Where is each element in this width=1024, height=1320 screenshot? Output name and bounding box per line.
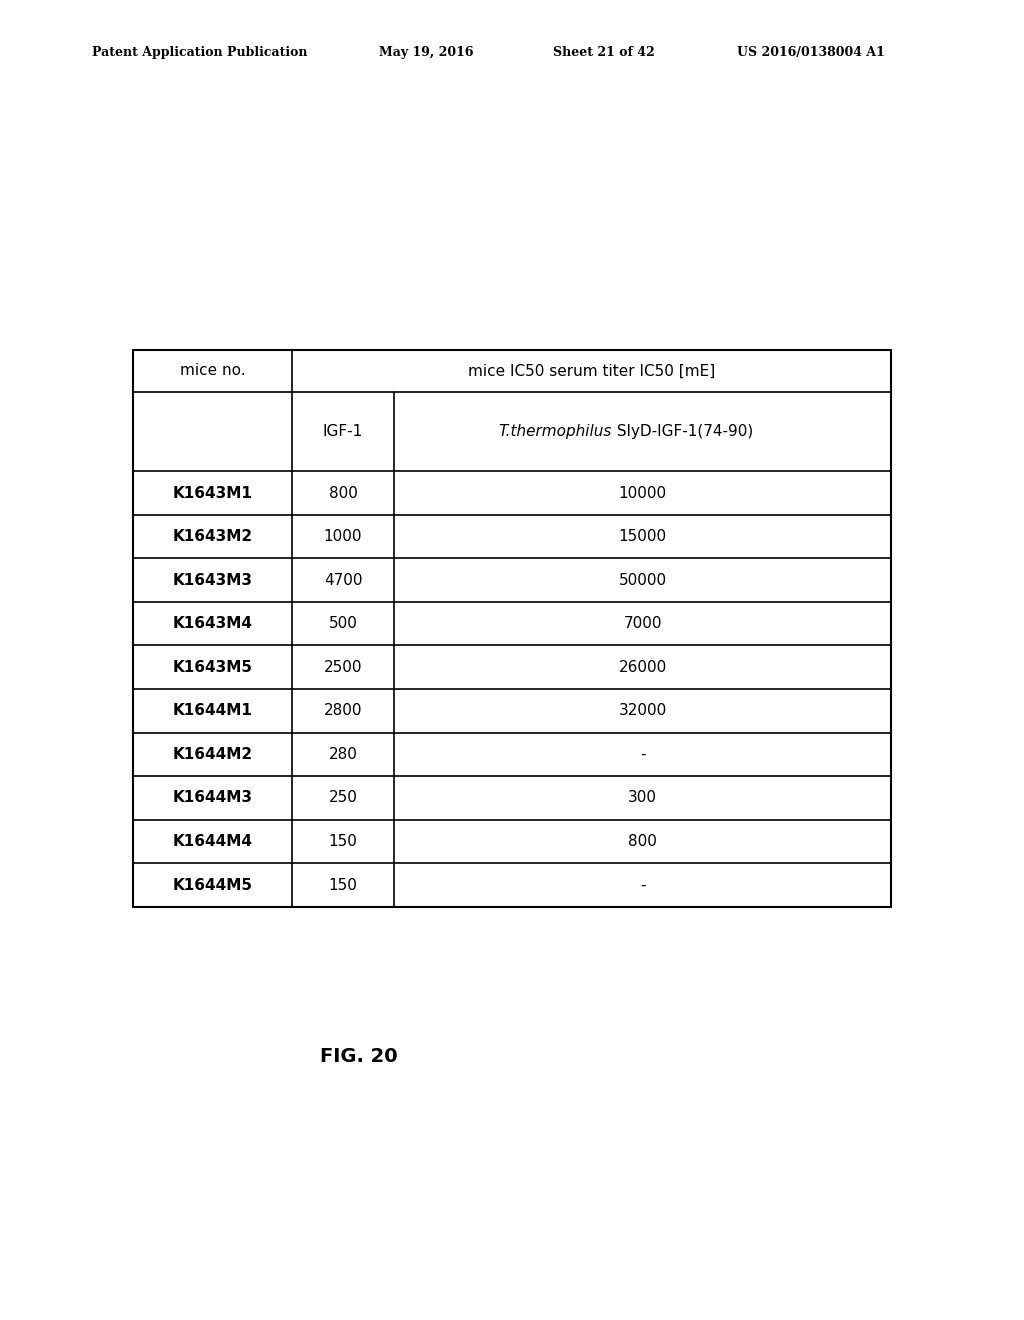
Text: 800: 800 xyxy=(628,834,657,849)
Text: 2800: 2800 xyxy=(324,704,362,718)
Text: K1643M4: K1643M4 xyxy=(172,616,253,631)
Text: US 2016/0138004 A1: US 2016/0138004 A1 xyxy=(737,46,885,59)
Text: -: - xyxy=(640,747,645,762)
Text: 1000: 1000 xyxy=(324,529,362,544)
Text: K1643M3: K1643M3 xyxy=(172,573,253,587)
Text: 4700: 4700 xyxy=(324,573,362,587)
Text: -: - xyxy=(640,878,645,892)
Text: 250: 250 xyxy=(329,791,357,805)
Text: SlyD-IGF-1(74-90): SlyD-IGF-1(74-90) xyxy=(611,424,753,440)
Text: K1644M5: K1644M5 xyxy=(172,878,253,892)
Text: May 19, 2016: May 19, 2016 xyxy=(379,46,473,59)
Text: K1644M4: K1644M4 xyxy=(172,834,253,849)
Text: mice IC50 serum titer IC50 [mE]: mice IC50 serum titer IC50 [mE] xyxy=(468,363,715,379)
Text: K1644M3: K1644M3 xyxy=(172,791,253,805)
Text: K1643M1: K1643M1 xyxy=(172,486,253,500)
Text: 2500: 2500 xyxy=(324,660,362,675)
Text: 280: 280 xyxy=(329,747,357,762)
Text: 15000: 15000 xyxy=(618,529,667,544)
Text: Sheet 21 of 42: Sheet 21 of 42 xyxy=(553,46,654,59)
Text: K1643M5: K1643M5 xyxy=(172,660,253,675)
Text: K1643M2: K1643M2 xyxy=(172,529,253,544)
Text: FIG. 20: FIG. 20 xyxy=(319,1047,397,1065)
Text: 10000: 10000 xyxy=(618,486,667,500)
Text: IGF-1: IGF-1 xyxy=(323,424,364,440)
Text: 300: 300 xyxy=(628,791,657,805)
Text: Patent Application Publication: Patent Application Publication xyxy=(92,46,307,59)
Text: 50000: 50000 xyxy=(618,573,667,587)
Text: 800: 800 xyxy=(329,486,357,500)
Text: T.thermophilus: T.thermophilus xyxy=(499,424,611,440)
Text: K1644M2: K1644M2 xyxy=(172,747,253,762)
Text: 32000: 32000 xyxy=(618,704,667,718)
Text: 150: 150 xyxy=(329,878,357,892)
Text: 7000: 7000 xyxy=(624,616,662,631)
Text: mice no.: mice no. xyxy=(179,363,246,379)
Text: 150: 150 xyxy=(329,834,357,849)
Text: 500: 500 xyxy=(329,616,357,631)
Text: 26000: 26000 xyxy=(618,660,667,675)
Text: K1644M1: K1644M1 xyxy=(172,704,253,718)
